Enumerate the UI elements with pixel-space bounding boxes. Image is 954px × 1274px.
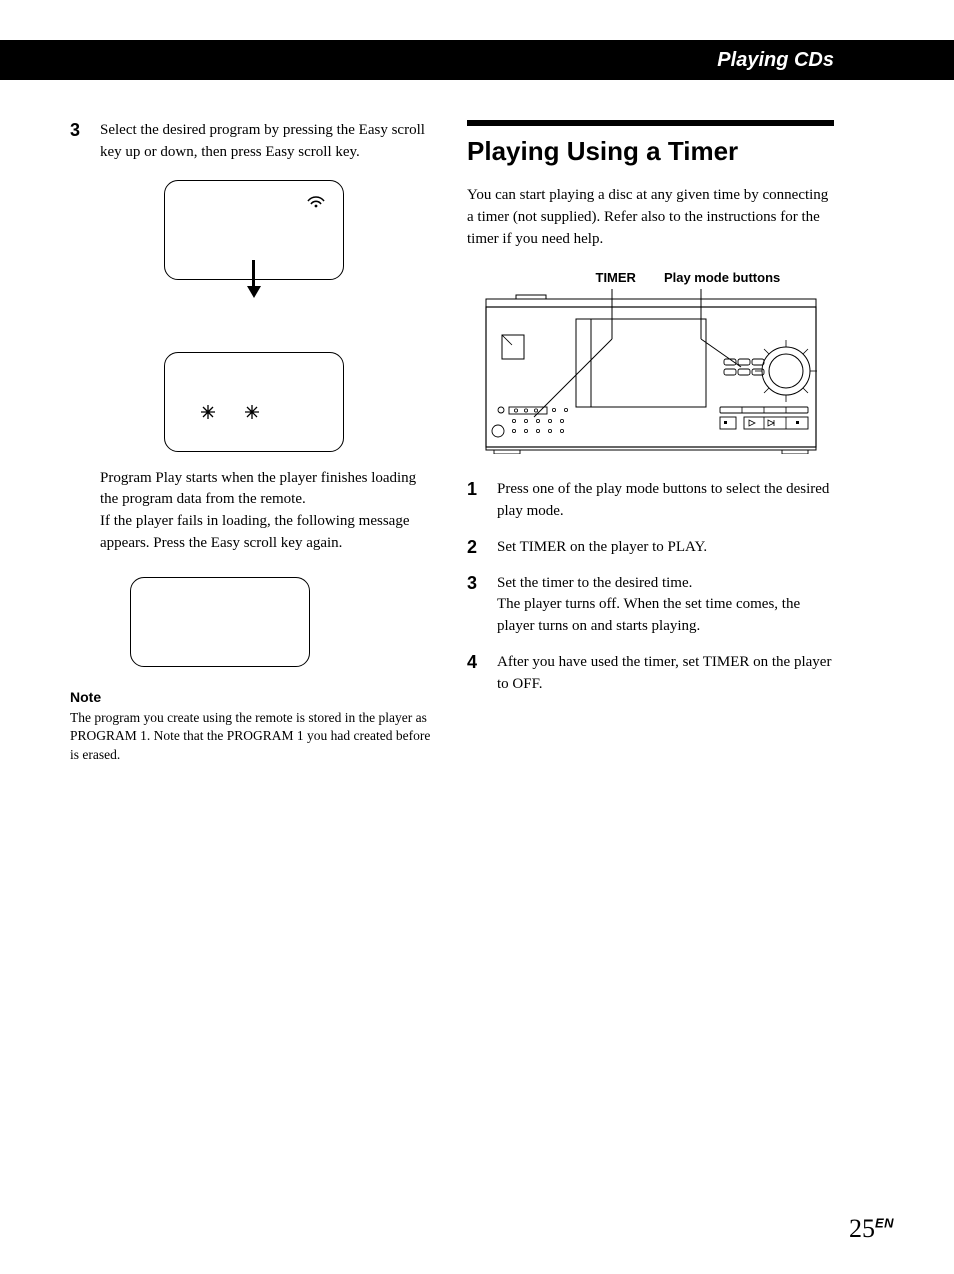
note-body: The program you create using the remote …	[70, 709, 437, 766]
right-column: Playing Using a Timer You can start play…	[467, 120, 834, 765]
step-text: After you have used the timer, set TIMER…	[497, 652, 834, 696]
step3-followup: Program Play starts when the player fini…	[70, 468, 437, 555]
step-number: 1	[467, 479, 483, 523]
step-3: 3 Select the desired program by pressing…	[70, 120, 437, 164]
timer-step-1: 1 Press one of the play mode buttons to …	[467, 479, 834, 523]
step-text: Set TIMER on the player to PLAY.	[497, 537, 707, 559]
page-number-value: 25	[849, 1214, 875, 1243]
step-number: 2	[467, 537, 483, 559]
step-number: 4	[467, 652, 483, 696]
page-number-suffix: EN	[875, 1215, 894, 1230]
callout-playmode: Play mode buttons	[664, 270, 780, 285]
header-title: Playing CDs	[717, 49, 834, 72]
header-bar: Playing CDs	[0, 40, 954, 80]
timer-step-4: 4 After you have used the timer, set TIM…	[467, 652, 834, 696]
note-heading: Note	[70, 689, 437, 705]
step-text: Select the desired program by pressing t…	[100, 120, 437, 164]
transmit-icon	[307, 195, 325, 209]
device-diagram	[476, 289, 826, 454]
step-number: 3	[467, 573, 483, 638]
display-box-3	[130, 577, 310, 667]
star-icon	[245, 405, 259, 419]
page-number: 25EN	[849, 1214, 894, 1244]
step-text: Set the timer to the desired time. The p…	[497, 573, 834, 638]
star-icon	[201, 405, 215, 419]
display-box-2	[164, 352, 344, 452]
timer-step-3: 3 Set the timer to the desired time. The…	[467, 573, 834, 638]
section-title: Playing Using a Timer	[467, 136, 834, 167]
arrow-down	[70, 296, 437, 336]
page-content: 3 Select the desired program by pressing…	[70, 120, 834, 765]
device-figure: TIMER Play mode buttons	[476, 270, 826, 459]
left-column: 3 Select the desired program by pressing…	[70, 120, 437, 765]
step-text: Press one of the play mode buttons to se…	[497, 479, 834, 523]
followup-para2: If the player fails in loading, the foll…	[100, 511, 437, 555]
section-rule	[467, 120, 834, 126]
callout-timer: TIMER	[596, 270, 636, 285]
step-number: 3	[70, 120, 86, 164]
section-intro: You can start playing a disc at any give…	[467, 185, 834, 250]
followup-para1: Program Play starts when the player fini…	[100, 468, 437, 512]
timer-step-2: 2 Set TIMER on the player to PLAY.	[467, 537, 834, 559]
